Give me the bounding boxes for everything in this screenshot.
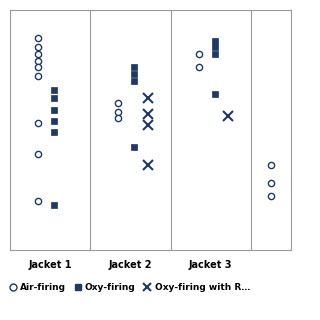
Legend: Air-firing, Oxy-firing, Oxy-firing with R…: Air-firing, Oxy-firing, Oxy-firing with … (4, 280, 253, 296)
